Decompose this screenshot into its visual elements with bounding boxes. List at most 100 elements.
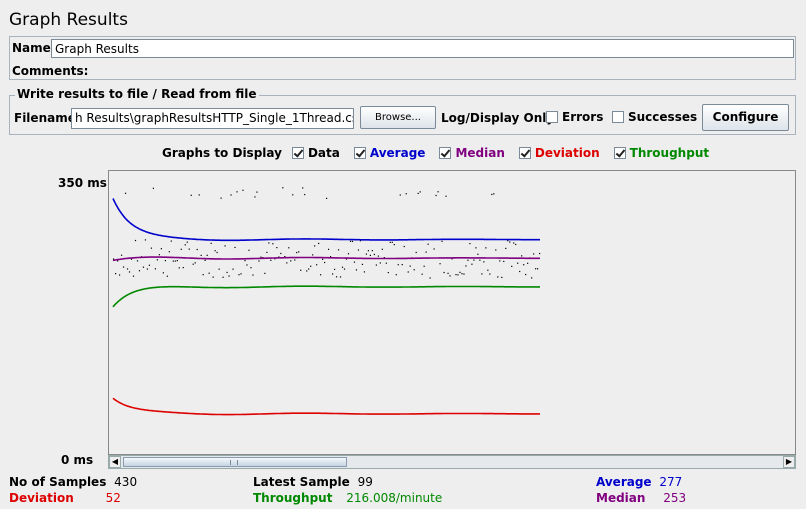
data-point [190,194,192,196]
data-point [288,247,290,249]
data-point [310,265,312,267]
browse-button[interactable]: Browse... [360,106,436,129]
data-point [351,240,354,243]
data-point [210,242,212,244]
data-point [327,248,330,250]
data-point [322,258,324,260]
data-point [433,248,435,250]
name-input[interactable]: Graph Results [51,39,794,58]
data-point [427,243,429,245]
data-point [515,243,517,246]
data-point [116,260,119,262]
scroll-left-icon[interactable]: ◀ [109,456,121,468]
data-point [477,253,479,255]
errors-checkbox-box[interactable] [546,111,558,123]
data-point [483,261,485,263]
scrollbar-thumb[interactable] [123,457,347,467]
page-title: Graph Results [9,10,128,30]
data-point [397,264,399,266]
successes-checkbox[interactable]: Successes [612,110,697,124]
data-point [324,261,326,264]
filename-input[interactable]: h Results\graphResultsHTTP_Single_1Threa… [71,108,354,129]
data-point [254,196,256,198]
data-point [347,253,350,255]
data-point [178,267,180,269]
graph-toggle-average[interactable]: Average [353,146,425,160]
data-point [509,241,511,243]
graph-toggle-median[interactable]: Median [439,146,505,160]
data-point [461,273,463,275]
data-point [292,194,294,196]
graph-label-data: Data [307,146,340,160]
graph-checkbox-average[interactable] [353,147,366,159]
data-point [463,273,465,275]
graph-checkbox-data[interactable] [291,147,304,159]
data-point [280,252,282,255]
throughput-value: 216.008/minute [346,491,443,505]
data-point [276,246,278,249]
successes-checkbox-box[interactable] [612,111,624,123]
data-point [389,241,391,243]
logdisplay-label: Log/Display Only: [441,111,559,125]
data-point [511,265,513,267]
data-point [308,268,310,270]
stat-throughput: Throughput 216.008/minute [253,491,442,505]
data-point [443,271,445,274]
data-point [206,254,208,256]
stat-latest: Latest Sample 99 [253,475,373,489]
data-point [194,262,196,264]
data-point [170,240,172,242]
data-point [138,270,141,272]
configure-button[interactable]: Configure [702,104,789,131]
horizontal-scrollbar[interactable]: ◀ ▶ [108,455,796,469]
data-point [172,260,174,262]
data-point [401,264,403,266]
graph-toggle-throughput[interactable]: Throughput [613,146,709,160]
data-point [320,274,322,276]
data-point [198,194,200,196]
scroll-right-icon[interactable]: ▶ [783,456,795,468]
data-point [220,197,222,199]
data-point [475,247,477,249]
data-point [439,263,441,265]
data-point [188,248,190,250]
data-point [393,244,395,246]
file-panel-legend: Write results to file / Read from file [15,87,259,101]
errors-checkbox[interactable]: Errors [546,110,603,124]
data-point [497,276,499,278]
data-point [120,254,123,256]
median-label: Median [596,491,646,505]
data-point [132,275,135,277]
data-point [395,274,397,276]
data-point [531,277,533,279]
data-point [491,193,493,196]
graph-toggle-data[interactable]: Data [291,146,340,160]
data-point [294,259,296,261]
comments-input[interactable] [80,62,794,78]
data-point [335,276,338,278]
data-point [523,264,525,266]
data-point [212,276,214,278]
graph-checkbox-median[interactable] [439,147,452,159]
graph-checkbox-deviation[interactable] [518,147,531,159]
data-point [278,256,280,258]
data-point [399,194,401,196]
data-point [272,243,274,245]
graph-toggle-deviation[interactable]: Deviation [518,146,600,160]
deviation-label: Deviation [9,491,74,505]
data-point [274,258,276,260]
data-point [465,265,467,267]
data-point [353,261,356,263]
data-point [186,241,188,243]
graph-checkbox-throughput[interactable] [613,147,626,159]
latest-label: Latest Sample [253,475,350,489]
data-point [421,273,423,275]
data-point [377,255,379,257]
data-point [304,193,306,196]
graph-area [108,170,796,455]
data-point [451,258,453,260]
median-value: 253 [663,491,687,505]
data-point [168,251,170,253]
data-point [527,262,529,264]
data-point [230,194,232,196]
